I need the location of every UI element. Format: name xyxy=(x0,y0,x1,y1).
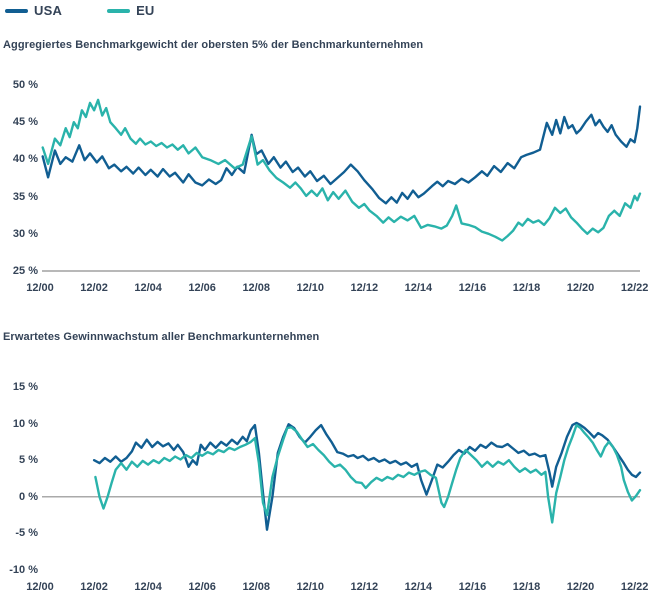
x-tick-label: 12/02 xyxy=(80,282,108,294)
legend-item-eu: EU xyxy=(107,3,154,18)
x-tick-label: 12/18 xyxy=(512,581,541,593)
y-tick-label: 30 % xyxy=(12,227,38,240)
legend-label-eu: EU xyxy=(136,3,155,18)
legend-label-usa: USA xyxy=(34,3,63,18)
chart2-title: Erwartetes Gewinnwachstum aller Benchmar… xyxy=(3,331,320,343)
x-tick-label: 12/12 xyxy=(350,581,379,593)
chart1-title: Aggregiertes Benchmarkgewicht der oberst… xyxy=(3,39,424,51)
y-tick-label: 25 % xyxy=(12,265,38,277)
y-tick-label: 50 % xyxy=(12,79,38,91)
y-tick-label: 5 % xyxy=(19,454,38,467)
x-tick-label: 12/20 xyxy=(566,282,595,294)
y-tick-label: 45 % xyxy=(12,116,38,129)
y-tick-label: 15 % xyxy=(12,381,38,393)
x-tick-label: 12/02 xyxy=(80,581,108,593)
y-tick-label: 35 % xyxy=(12,190,38,203)
x-tick-label: 12/16 xyxy=(458,581,487,593)
x-tick-label: 12/06 xyxy=(188,282,216,294)
usa-line-swatch xyxy=(5,8,28,13)
usa-series-line-chart1 xyxy=(41,105,642,205)
x-tick-label: 12/22 xyxy=(620,581,649,593)
x-tick-label: 12/14 xyxy=(404,581,433,593)
x-tick-label: 12/22 xyxy=(620,282,649,294)
x-tick-label: 12/04 xyxy=(134,581,162,593)
x-tick-label: 12/18 xyxy=(512,282,541,294)
x-tick-label: 12/20 xyxy=(566,581,595,593)
x-tick-label: 12/06 xyxy=(188,581,216,593)
usa-series-line-chart2 xyxy=(92,421,642,531)
y-tick-label: 10 % xyxy=(12,417,38,430)
eu-line-swatch xyxy=(107,8,131,13)
x-tick-label: 12/00 xyxy=(26,581,54,593)
y-tick-label: 0 % xyxy=(19,490,38,503)
legend-item-usa: USA xyxy=(5,3,62,18)
chart-legend: USA EU xyxy=(5,3,155,18)
y-tick-label: -10 % xyxy=(9,564,38,576)
y-tick-label: -5 % xyxy=(15,527,38,540)
x-tick-label: 12/10 xyxy=(296,282,325,294)
y-tick-label: 40 % xyxy=(12,153,38,166)
x-tick-label: 12/16 xyxy=(458,282,487,294)
x-tick-label: 12/08 xyxy=(242,581,270,593)
x-tick-label: 12/04 xyxy=(134,282,162,294)
eu-series-line-chart2 xyxy=(94,423,642,524)
eu-series-line-chart1 xyxy=(41,98,642,242)
x-tick-label: 12/10 xyxy=(296,581,325,593)
x-tick-label: 12/08 xyxy=(242,282,270,294)
x-tick-label: 12/00 xyxy=(26,282,54,294)
x-tick-label: 12/12 xyxy=(350,282,379,294)
x-tick-label: 12/14 xyxy=(404,282,433,294)
